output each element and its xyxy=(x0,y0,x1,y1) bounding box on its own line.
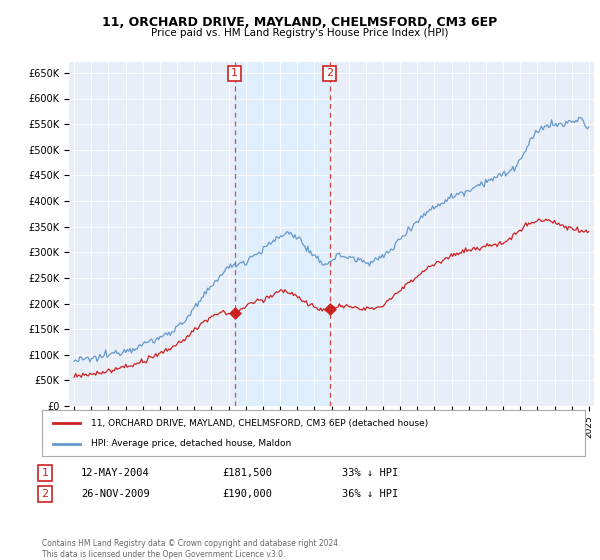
Text: 11, ORCHARD DRIVE, MAYLAND, CHELMSFORD, CM3 6EP (detached house): 11, ORCHARD DRIVE, MAYLAND, CHELMSFORD, … xyxy=(91,419,428,428)
Text: £181,500: £181,500 xyxy=(222,468,272,478)
Text: 2: 2 xyxy=(326,68,334,78)
Text: HPI: Average price, detached house, Maldon: HPI: Average price, detached house, Mald… xyxy=(91,439,291,448)
Text: 36% ↓ HPI: 36% ↓ HPI xyxy=(342,489,398,499)
Text: Price paid vs. HM Land Registry's House Price Index (HPI): Price paid vs. HM Land Registry's House … xyxy=(151,28,449,38)
Bar xyxy=(235,62,330,406)
Text: 1: 1 xyxy=(41,468,49,478)
Text: Contains HM Land Registry data © Crown copyright and database right 2024.
This d: Contains HM Land Registry data © Crown c… xyxy=(42,539,341,559)
Text: 11, ORCHARD DRIVE, MAYLAND, CHELMSFORD, CM3 6EP: 11, ORCHARD DRIVE, MAYLAND, CHELMSFORD, … xyxy=(103,16,497,29)
Text: 33% ↓ HPI: 33% ↓ HPI xyxy=(342,468,398,478)
Text: 2: 2 xyxy=(41,489,49,499)
Text: £190,000: £190,000 xyxy=(222,489,272,499)
Text: 26-NOV-2009: 26-NOV-2009 xyxy=(81,489,150,499)
Text: 1: 1 xyxy=(231,68,238,78)
Text: 12-MAY-2004: 12-MAY-2004 xyxy=(81,468,150,478)
